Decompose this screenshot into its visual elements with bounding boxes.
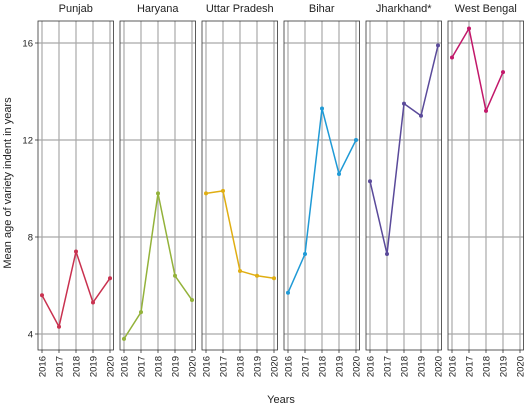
x-tick-label: 2017	[55, 356, 66, 377]
data-point	[204, 191, 208, 196]
data-point	[255, 273, 259, 278]
data-point	[74, 249, 78, 254]
x-tick-label: 2016	[120, 356, 131, 377]
data-point	[484, 108, 488, 113]
data-point	[337, 171, 341, 176]
data-point	[286, 290, 290, 295]
data-point	[190, 298, 194, 303]
x-tick-label: 2018	[400, 356, 411, 377]
facet-panel-west-bengal: West Bengal 2016 2017 2018 2019 2020	[448, 3, 527, 377]
data-point	[501, 70, 505, 75]
data-point	[272, 276, 276, 281]
x-tick-label: 2020	[270, 356, 281, 377]
data-point	[108, 276, 112, 281]
data-point	[122, 336, 126, 341]
data-point	[57, 324, 61, 329]
data-point	[385, 251, 389, 256]
x-tick-label: 2017	[383, 356, 394, 377]
facet-title-uttar-pradesh: Uttar Pradesh	[206, 3, 274, 15]
facet-title-punjab: Punjab	[59, 3, 93, 15]
y-tick-label: 16	[22, 39, 33, 50]
x-tick-label: 2020	[106, 356, 117, 377]
x-tick-label: 2016	[448, 356, 459, 377]
data-point	[139, 310, 143, 315]
x-tick-label: 2017	[465, 356, 476, 377]
facet-title-bihar: Bihar	[309, 3, 335, 15]
x-tick-label: 2019	[417, 356, 428, 377]
facet-title-jharkhand: Jharkhand*	[376, 3, 432, 15]
facet-panels: Punjab 2016 2017 2018 2019 2020 Haryana 2016 201…	[22, 3, 526, 377]
facet-title-haryana: Haryana	[137, 3, 179, 15]
data-point	[91, 300, 95, 305]
data-point	[173, 273, 177, 278]
facet-panel-haryana: Haryana 2016 2017 2018 2019 2020	[120, 3, 199, 377]
x-tick-label: 2019	[253, 356, 264, 377]
facet-panel-bihar: Bihar 2016 2017 2018 2019 2020	[284, 3, 363, 377]
x-tick-label: 2016	[202, 356, 213, 377]
data-point	[238, 268, 242, 273]
data-point	[436, 43, 440, 48]
x-tick-label: 2018	[72, 356, 83, 377]
data-point	[354, 138, 358, 142]
x-tick-label: 2020	[352, 356, 363, 377]
x-tick-label: 2017	[137, 356, 148, 377]
data-point	[320, 106, 324, 111]
x-tick-label: 2018	[318, 356, 329, 377]
x-tick-label: 2018	[236, 356, 247, 377]
facet-title-west-bengal: West Bengal	[455, 3, 517, 15]
data-point	[419, 113, 423, 118]
x-tick-label: 2016	[284, 356, 295, 377]
data-point	[368, 179, 372, 184]
data-point	[402, 101, 406, 106]
facet-panel-punjab: Punjab 2016 2017 2018 2019 2020	[38, 3, 117, 377]
x-tick-label: 2019	[499, 356, 510, 377]
y-tick-label: 12	[22, 136, 33, 147]
x-tick-label: 2017	[301, 356, 312, 377]
data-point	[450, 55, 454, 60]
y-tick-label: 8	[28, 233, 33, 244]
y-tick-label: 4	[28, 330, 33, 341]
x-tick-label: 2016	[38, 356, 49, 377]
facet-panel-jharkhand: Jharkhand* 2016 2017 2018 2019 2020	[366, 3, 445, 377]
x-tick-label: 2019	[171, 356, 182, 377]
data-point	[303, 251, 307, 256]
x-axis-label: Years	[267, 394, 295, 406]
x-tick-label: 2018	[154, 356, 165, 377]
x-tick-label: 2020	[188, 356, 199, 377]
series-line-west-bengal	[451, 27, 504, 112]
facet-panel-uttar-pradesh: Uttar Pradesh 2016 2017 2018 2019 2020	[202, 3, 281, 377]
x-tick-label: 2017	[219, 356, 230, 377]
data-point	[467, 26, 471, 31]
x-tick-label: 2019	[89, 356, 100, 377]
x-tick-label: 2019	[335, 356, 346, 377]
y-axis-label: Mean age of variety indent in years	[2, 97, 14, 269]
data-point	[156, 191, 160, 196]
data-point	[221, 188, 225, 193]
x-tick-label: 2020	[516, 356, 527, 377]
x-tick-label: 2018	[482, 356, 493, 377]
data-point	[40, 293, 44, 298]
x-tick-label: 2016	[366, 356, 377, 377]
y-axis: 4 8 12 16	[22, 39, 38, 341]
x-tick-label: 2020	[434, 356, 445, 377]
